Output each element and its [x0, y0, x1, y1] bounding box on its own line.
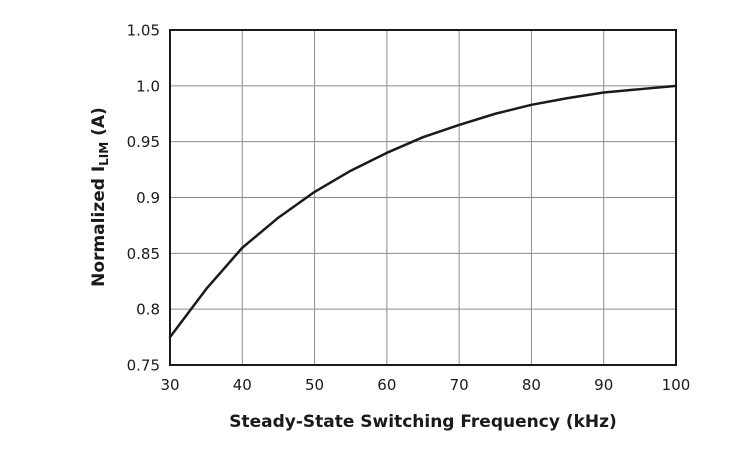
- x-axis-label: Steady-State Switching Frequency (kHz): [229, 412, 617, 432]
- x-tick-label: 60: [377, 376, 396, 394]
- y-axis-label-text: Normalized I: [88, 165, 109, 287]
- x-tick-label: 90: [594, 376, 613, 394]
- y-axis-label: Normalized ILIM (A): [89, 107, 111, 287]
- x-tick-label: 80: [522, 376, 541, 394]
- y-tick-label: 0.95: [127, 133, 160, 151]
- x-tick-label: 40: [233, 376, 252, 394]
- x-tick-label: 50: [305, 376, 324, 394]
- plot-frame: [169, 29, 677, 366]
- y-tick-label: 0.9: [136, 189, 160, 207]
- x-tick-label: 70: [450, 376, 469, 394]
- y-axis-label-unit: (A): [88, 107, 109, 142]
- y-tick-label: 0.85: [127, 245, 160, 263]
- series-line-normalized-current-limit: [168, 84, 678, 339]
- y-axis-label-subscript: LIM: [97, 141, 112, 166]
- y-tick-label: 0.8: [136, 301, 160, 319]
- y-tick-label: 1.05: [127, 22, 160, 40]
- x-tick-label: 30: [160, 376, 179, 394]
- y-tick-label: 0.75: [127, 357, 160, 375]
- x-tick-label: 100: [662, 376, 691, 394]
- y-tick-label: 1.0: [136, 77, 160, 95]
